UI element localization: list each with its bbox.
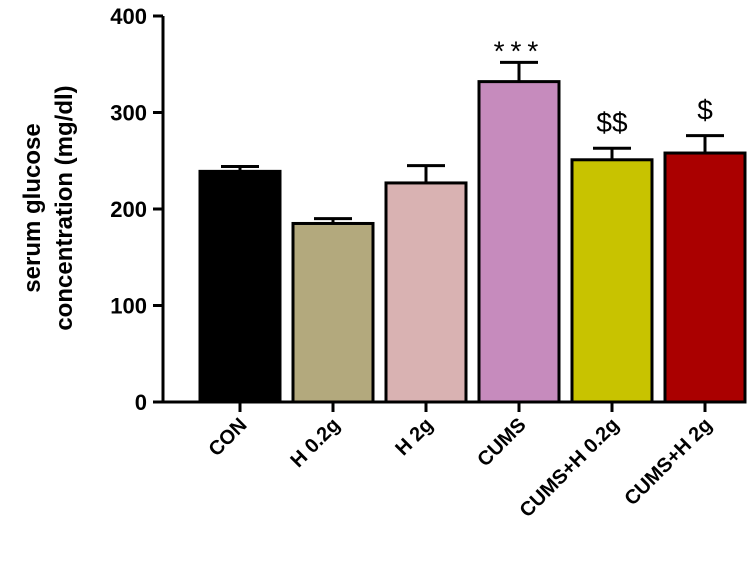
x-tick-label-2: H 2g [391,414,437,460]
y-tick-label-1: 100 [110,294,147,319]
significance-label-4: $$ [596,107,628,138]
plot-area: 0 100 200 300 400 CON H 0.2g H 2g CUMS *** CUMS+H … [110,4,747,522]
bar-3 [477,80,561,404]
x-tick-label-0: CON [205,414,252,461]
bar-2 [384,181,468,404]
y-axis-label-line1: serum glucose [19,123,46,292]
y-tick-label-3: 300 [110,101,147,126]
significance-label-5: $ [697,95,713,126]
y-tick-label-4: 400 [110,4,147,29]
bar-4 [570,158,654,404]
x-tick-label-4: CUMS+H 0.2g [516,414,624,522]
bar-1 [291,221,375,404]
y-tick-label-2: 200 [110,197,147,222]
bar-5 [663,151,747,404]
y-tick-label-0: 0 [135,390,147,415]
y-axis-label-line2: concentration (mg/dl) [51,85,78,330]
bar-0 [198,169,282,404]
x-tick-label-3: CUMS [473,414,530,471]
x-tick-label-1: H 0.2g [287,414,345,472]
x-tick-label-5: CUMS+H 2g [620,414,716,510]
significance-label-3: *** [494,35,545,66]
